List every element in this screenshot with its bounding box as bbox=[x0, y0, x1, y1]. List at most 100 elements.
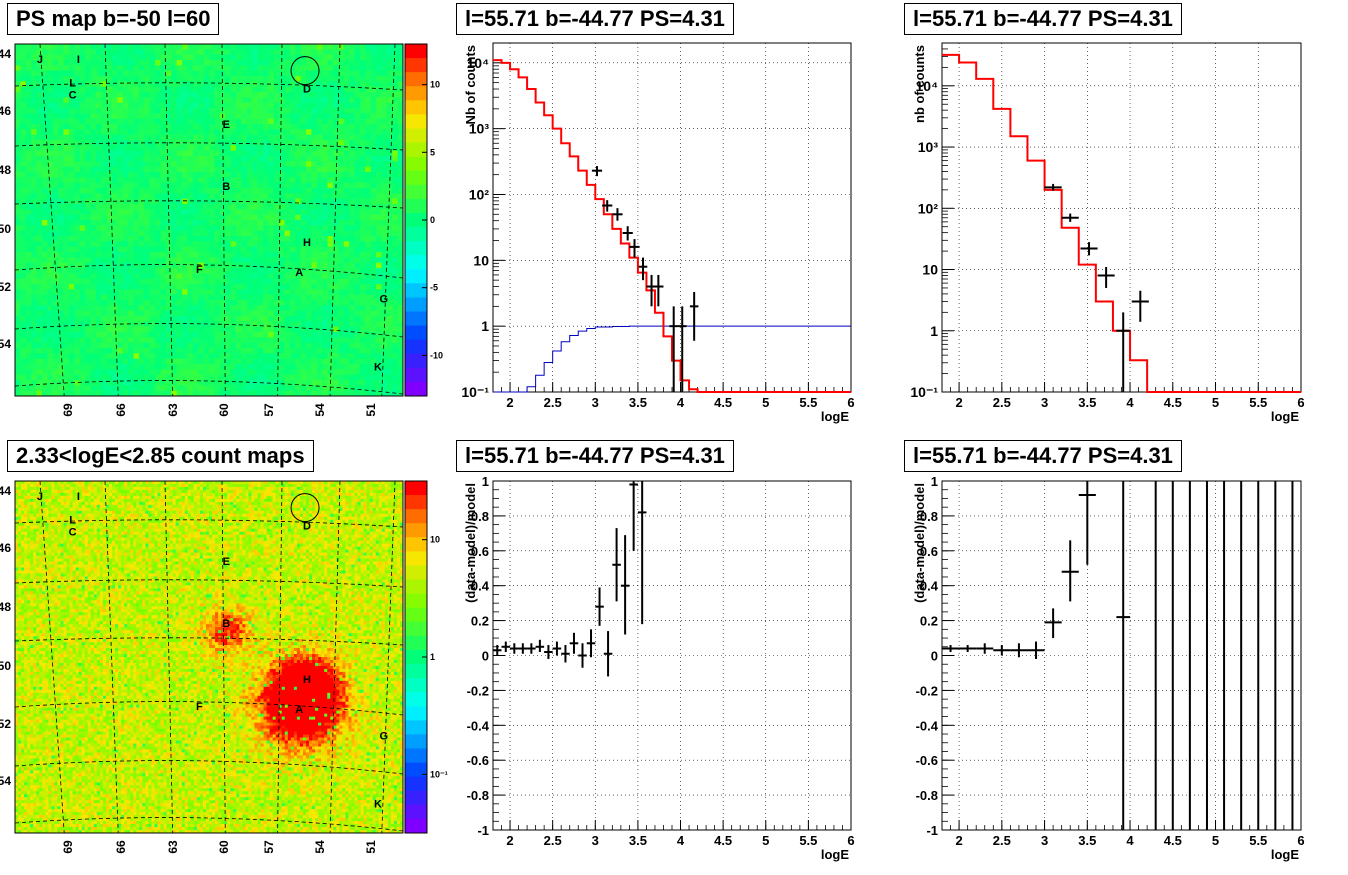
ps_map-cell bbox=[252, 348, 258, 354]
ps_map-cell bbox=[241, 193, 247, 199]
ps_map-cell bbox=[365, 364, 371, 370]
count_map-cell bbox=[306, 481, 309, 484]
ps_map-cell bbox=[349, 252, 355, 258]
ps_map-cell bbox=[263, 343, 269, 349]
ps_map-cell bbox=[15, 380, 21, 386]
ps_map-cell bbox=[247, 321, 253, 327]
ps_map-cell bbox=[150, 87, 156, 93]
ps_map-cell bbox=[123, 81, 129, 87]
ps_map-cell bbox=[26, 129, 32, 135]
ps_map-cell bbox=[80, 273, 86, 279]
ps_map-cell bbox=[166, 375, 172, 381]
ps_map-cell bbox=[69, 257, 75, 263]
ps_map-cell bbox=[47, 364, 53, 370]
ps_map-cell bbox=[150, 183, 156, 189]
ps_map-cell bbox=[252, 87, 258, 93]
ps_map-cell bbox=[123, 369, 129, 375]
ps_map-cell bbox=[37, 364, 43, 370]
ps_map-cell bbox=[241, 177, 247, 183]
ps_map-cell bbox=[236, 257, 242, 263]
ps_map-cell bbox=[90, 380, 96, 386]
ps_map-cell bbox=[171, 92, 177, 98]
ps_map-cell bbox=[74, 215, 80, 221]
ps_map-cell bbox=[301, 113, 307, 119]
ps_map-cell bbox=[134, 343, 140, 349]
ps_map-cell bbox=[64, 135, 70, 141]
ps_map-cell bbox=[53, 65, 59, 71]
ps_map-cell bbox=[241, 380, 247, 386]
ps_map-cell bbox=[26, 65, 32, 71]
ps_map-cell bbox=[365, 316, 371, 322]
ps_map-cell bbox=[279, 87, 285, 93]
ps_map-cell bbox=[47, 247, 53, 253]
ps_map-cell bbox=[155, 305, 161, 311]
ps_map-cell bbox=[193, 337, 199, 343]
ps_map-cell bbox=[26, 305, 32, 311]
ps_map-cell bbox=[252, 140, 258, 146]
ps_map-cell bbox=[96, 375, 102, 381]
ps_map-cell bbox=[139, 231, 145, 237]
ps_map-cell bbox=[101, 353, 107, 359]
ps_map-cell bbox=[290, 225, 296, 231]
ps_map-cell bbox=[15, 156, 21, 162]
ps_map-cell bbox=[117, 247, 123, 253]
ps_map-cell bbox=[274, 108, 280, 114]
ps_map-cell bbox=[360, 177, 366, 183]
ps_map-cell bbox=[128, 113, 134, 119]
ps_map-cell bbox=[225, 81, 231, 87]
ps_map-cell bbox=[247, 87, 253, 93]
ps_map-cell bbox=[53, 161, 59, 167]
ps_map-cell bbox=[220, 380, 226, 386]
ps_map-cell bbox=[123, 151, 129, 157]
ps_map-cell bbox=[20, 385, 26, 391]
ps_map-cell bbox=[96, 273, 102, 279]
ps_map-cell bbox=[290, 337, 296, 343]
ps_map-cell bbox=[317, 87, 323, 93]
ps_map-cell bbox=[177, 305, 183, 311]
ps_map-cell bbox=[258, 177, 264, 183]
ps_map-cell bbox=[96, 145, 102, 151]
ps_map-cell bbox=[171, 55, 177, 61]
ps_map-cell bbox=[214, 364, 220, 370]
ps_map-cell bbox=[107, 364, 113, 370]
ps_map-cell bbox=[241, 337, 247, 343]
ps_map-cell bbox=[241, 183, 247, 189]
ps_map-cell bbox=[306, 385, 312, 391]
count_map-cell bbox=[385, 481, 388, 484]
ps_map-cell bbox=[37, 151, 43, 157]
ps_map-cell bbox=[155, 81, 161, 87]
ps_map-cell bbox=[20, 220, 26, 226]
ps_map-cell bbox=[37, 215, 43, 221]
ps_map-cell bbox=[69, 327, 75, 333]
ps_map-cell bbox=[274, 199, 280, 205]
ps_map-cell bbox=[144, 369, 150, 375]
ps_map-cell bbox=[209, 151, 215, 157]
ps_map-cell bbox=[252, 273, 258, 279]
ps_map-cell bbox=[236, 284, 242, 290]
ps_map-cell bbox=[306, 321, 312, 327]
count_map-cell bbox=[161, 481, 164, 484]
ps_map-cell bbox=[182, 225, 188, 231]
ps_map-cell bbox=[90, 135, 96, 141]
ps_map-cell bbox=[214, 135, 220, 141]
ps_map-cell bbox=[274, 44, 280, 50]
ps_map-cell bbox=[247, 183, 253, 189]
ps_map-cell bbox=[96, 151, 102, 157]
count_map-cell bbox=[209, 481, 212, 484]
ps_map-cell bbox=[101, 87, 107, 93]
ps_map-cell bbox=[20, 247, 26, 253]
ps_map-cell bbox=[317, 359, 323, 365]
ps_map-cell bbox=[204, 55, 210, 61]
ps_map-cell bbox=[161, 81, 167, 87]
count_map-cell bbox=[21, 484, 24, 487]
ps_map-panel: -44-46-48-50-52-5469666360575451JILCDEBH… bbox=[0, 44, 443, 417]
ps_map-cell bbox=[225, 327, 231, 333]
ps_map-cell bbox=[117, 188, 123, 194]
ps_map-cell bbox=[355, 145, 361, 151]
ps_map-cell bbox=[252, 183, 258, 189]
ps_map-cell bbox=[306, 284, 312, 290]
ps_map-cell bbox=[365, 321, 371, 327]
ps_map-cell bbox=[317, 236, 323, 242]
ps_map-cell bbox=[392, 300, 398, 306]
ps_map-cell bbox=[139, 343, 145, 349]
